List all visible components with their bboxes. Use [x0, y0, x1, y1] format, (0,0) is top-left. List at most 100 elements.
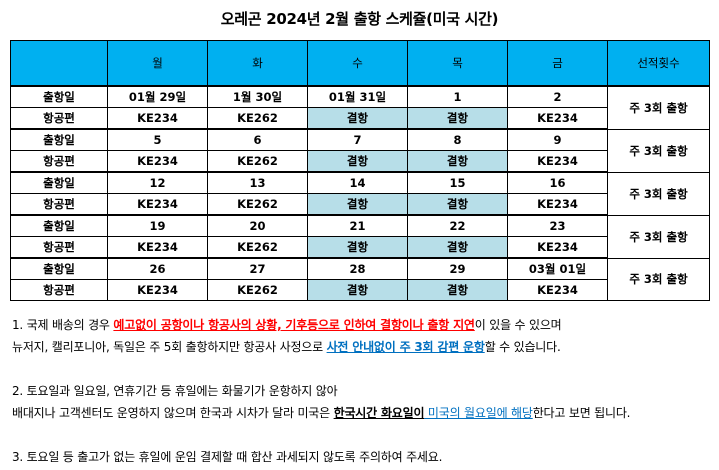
- date-cell: 8: [407, 128, 508, 151]
- date-cell: 13: [207, 171, 308, 194]
- date-cell: 19: [107, 214, 208, 237]
- note-text: 할 수 있습니다.: [484, 340, 561, 354]
- note-2-line-2: 배대지나 고객센터도 운영하지 않으며 한국과 시차가 달라 미국은 한국시간 …: [12, 402, 712, 424]
- header-cell-mon: 월: [107, 40, 208, 87]
- date-cell: 01월 31일: [307, 85, 408, 108]
- date-cell: 28: [307, 257, 408, 280]
- date-cell: 29: [407, 257, 508, 280]
- cancelled-cell: 결항: [407, 107, 508, 130]
- note-warning: 예고없이 공항이나 항공사의 상황, 기후등으로 인하여 결항이나 출항 지연: [113, 318, 475, 332]
- cancelled-cell: 결항: [407, 150, 508, 173]
- note-1-line-2: 뉴저지, 캘리포니아, 독일은 주 5회 출항하지만 항공사 사정으로 사전 안…: [12, 336, 712, 358]
- date-row: 출항일 01월 29일 1월 30일 01월 31일 1 2 주 3회 출항: [10, 85, 710, 130]
- frequency-cell: 주 3회 출항: [607, 128, 710, 173]
- cancelled-cell: 결항: [307, 236, 408, 259]
- date-cell: 7: [307, 128, 408, 151]
- flight-cell: KE262: [207, 193, 308, 216]
- flight-cell: KE234: [107, 279, 208, 301]
- date-cell: 26: [107, 257, 208, 280]
- date-cell: 2: [507, 85, 608, 108]
- flight-cell: KE234: [507, 279, 608, 301]
- flight-row: 항공편 KE234 KE262 결항 결항 KE234: [10, 279, 710, 301]
- flight-cell: KE234: [107, 150, 208, 173]
- date-cell: 27: [207, 257, 308, 280]
- date-cell: 1월 30일: [207, 85, 308, 108]
- row-label-date: 출항일: [10, 128, 108, 151]
- date-row: 출항일 12 13 14 15 16 주 3회 출항: [10, 171, 710, 216]
- date-cell: 03월 01일: [507, 257, 608, 280]
- flight-cell: KE262: [207, 107, 308, 130]
- cancelled-cell: 결항: [307, 150, 408, 173]
- date-cell: 14: [307, 171, 408, 194]
- schedule-body: 출항일 01월 29일 1월 30일 01월 31일 1 2 주 3회 출항 항공편 KE234…: [10, 85, 710, 301]
- header-cell-frequency: 선적횟수: [607, 40, 710, 87]
- flight-cell: KE262: [207, 150, 308, 173]
- row-label-date: 출항일: [10, 214, 108, 237]
- frequency-cell: 주 3회 출항: [607, 85, 710, 130]
- row-label-flight: 항공편: [10, 107, 108, 130]
- row-label-flight: 항공편: [10, 236, 108, 259]
- flight-cell: KE234: [507, 107, 608, 130]
- date-cell: 22: [407, 214, 508, 237]
- header-cell-fri: 금: [507, 40, 608, 87]
- cancelled-cell: 결항: [407, 193, 508, 216]
- notes: 1. 국제 배송의 경우 예고없이 공항이나 항공사의 상황, 기후등으로 인하…: [12, 314, 712, 468]
- date-cell: 20: [207, 214, 308, 237]
- row-label-flight: 항공편: [10, 193, 108, 216]
- frequency-cell: 주 3회 출항: [607, 257, 710, 301]
- note-text: 이 있을 수 있으며: [474, 318, 562, 332]
- flight-cell: KE234: [107, 193, 208, 216]
- flight-row: 항공편 KE234 KE262 결항 결항 KE234: [10, 107, 710, 130]
- row-label-flight: 항공편: [10, 150, 108, 173]
- flight-row: 항공편 KE234 KE262 결항 결항 KE234: [10, 150, 710, 173]
- date-row: 출항일 26 27 28 29 03월 01일 주 3회 출항: [10, 257, 710, 301]
- flight-cell: KE234: [107, 107, 208, 130]
- note-1-line-1: 1. 국제 배송의 경우 예고없이 공항이나 항공사의 상황, 기후등으로 인하…: [12, 314, 712, 336]
- note-highlight: 미국의 월요일에 해당: [424, 406, 533, 420]
- date-cell: 21: [307, 214, 408, 237]
- flight-cell: KE262: [207, 279, 308, 301]
- note-3: 3. 토요일 등 출고가 없는 휴일에 운임 결제할 때 합산 과세되지 않도록…: [12, 450, 443, 464]
- date-cell: 1: [407, 85, 508, 108]
- date-cell: 23: [507, 214, 608, 237]
- cancelled-cell: 결항: [307, 193, 408, 216]
- date-row: 출항일 19 20 21 22 23 주 3회 출항: [10, 214, 710, 259]
- row-label-date: 출항일: [10, 171, 108, 194]
- row-label-date: 출항일: [10, 85, 108, 108]
- date-cell: 15: [407, 171, 508, 194]
- row-label-flight: 항공편: [10, 279, 108, 301]
- flight-row: 항공편 KE234 KE262 결항 결항 KE234: [10, 193, 710, 216]
- flight-cell: KE234: [107, 236, 208, 259]
- note-text: 뉴저지, 캘리포니아, 독일은 주 5회 출항하지만 항공사 사정으로: [12, 340, 327, 354]
- header-cell-tue: 화: [207, 40, 308, 87]
- note-emphasis: 한국시간 화요일이: [333, 406, 425, 420]
- note-text: 1. 국제 배송의 경우: [12, 318, 114, 332]
- date-row: 출항일 5 6 7 8 9 주 3회 출항: [10, 128, 710, 173]
- page-title: 오레곤 2024년 2월 출항 스케쥴(미국 시간): [220, 10, 499, 28]
- flight-cell: KE234: [507, 150, 608, 173]
- frequency-cell: 주 3회 출항: [607, 214, 710, 259]
- date-cell: 9: [507, 128, 608, 151]
- note-text: 한다고 보면 됩니다.: [532, 406, 631, 420]
- date-cell: 12: [107, 171, 208, 194]
- schedule-table: 월 화 수 목 금 선적횟수 출항일 01월 29일 1월 30일 01월 31일 1 2…: [10, 40, 710, 301]
- cancelled-cell: 결항: [407, 236, 508, 259]
- note-highlight: 사전 안내없이 주 3회 감편 운항: [326, 340, 485, 354]
- flight-cell: KE262: [207, 236, 308, 259]
- header-cell-thu: 목: [407, 40, 508, 87]
- cancelled-cell: 결항: [307, 279, 408, 301]
- date-cell: 5: [107, 128, 208, 151]
- flight-row: 항공편 KE234 KE262 결항 결항 KE234: [10, 236, 710, 259]
- cancelled-cell: 결항: [307, 107, 408, 130]
- row-label-date: 출항일: [10, 257, 108, 280]
- header-cell-wed: 수: [307, 40, 408, 87]
- date-cell: 6: [207, 128, 308, 151]
- cancelled-cell: 결항: [407, 279, 508, 301]
- note-2-line-1: 2. 토요일과 일요일, 연휴기간 등 휴일에는 화물기가 운항하지 않아: [12, 384, 338, 398]
- date-cell: 16: [507, 171, 608, 194]
- header-row: 월 화 수 목 금 선적횟수: [10, 40, 710, 87]
- frequency-cell: 주 3회 출항: [607, 171, 710, 216]
- flight-cell: KE234: [507, 193, 608, 216]
- date-cell: 01월 29일: [107, 85, 208, 108]
- flight-cell: KE234: [507, 236, 608, 259]
